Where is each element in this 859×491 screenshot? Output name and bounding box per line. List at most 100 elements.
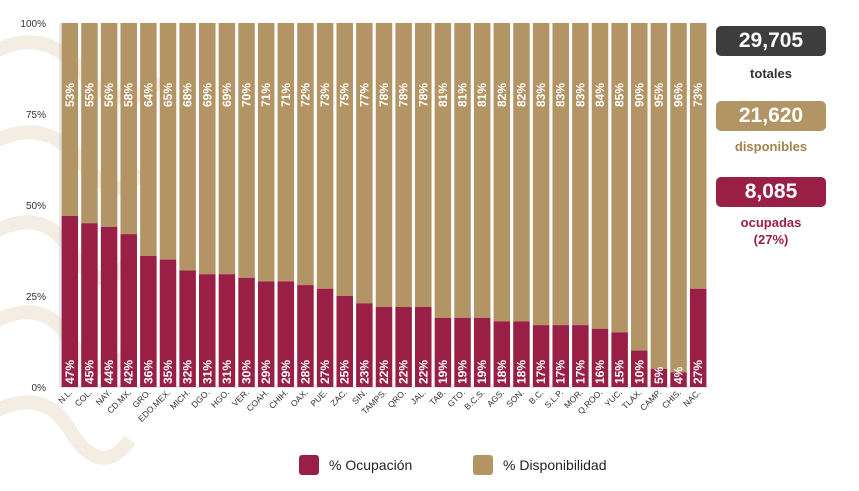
data-label-disponibilidad: 82% bbox=[514, 83, 528, 107]
data-label-ocupacion: 18% bbox=[495, 360, 509, 384]
data-label-ocupacion: 30% bbox=[240, 360, 254, 384]
data-label-ocupacion: 47% bbox=[63, 360, 77, 384]
data-label-disponibilidad: 78% bbox=[397, 83, 411, 107]
x-tick-label: N.L. bbox=[56, 387, 74, 405]
data-label-disponibilidad: 85% bbox=[613, 83, 627, 107]
bar-ocupacion bbox=[316, 288, 334, 387]
totales-value-box: 29,705 bbox=[716, 26, 826, 56]
bar-ocupacion bbox=[159, 259, 177, 387]
x-tick-label: QRO. bbox=[386, 387, 408, 409]
bar-ocupacion bbox=[336, 296, 353, 387]
ocupadas-percent: (27%) bbox=[753, 232, 789, 247]
bar-ocupacion bbox=[179, 270, 196, 387]
bar-disponibilidad bbox=[297, 23, 314, 286]
totales-label: totales bbox=[750, 66, 792, 81]
bar-disponibilidad bbox=[631, 23, 648, 351]
data-label-disponibilidad: 81% bbox=[436, 83, 450, 107]
bar-disponibilidad bbox=[316, 23, 334, 289]
bar-ocupacion bbox=[611, 332, 628, 387]
data-label-ocupacion: 31% bbox=[220, 360, 234, 384]
x-tick-label: JAL. bbox=[409, 387, 428, 406]
data-label-ocupacion: 19% bbox=[456, 360, 470, 384]
disponibles-label: disponibles bbox=[734, 139, 808, 154]
bar-ocupacion bbox=[356, 303, 373, 387]
ocupadas-value-box: 8,085 bbox=[716, 177, 826, 207]
bar-ocupacion bbox=[454, 317, 471, 387]
bar-disponibilidad bbox=[650, 23, 668, 369]
legend-disponibilidad-label: % Disponibilidad bbox=[503, 457, 607, 473]
data-label-ocupacion: 45% bbox=[82, 360, 96, 384]
data-label-ocupacion: 22% bbox=[416, 360, 430, 384]
x-tick-label: PUE. bbox=[308, 387, 329, 408]
bar-ocupacion bbox=[532, 325, 550, 387]
x-tick-label: NAC. bbox=[681, 387, 702, 408]
data-label-disponibilidad: 70% bbox=[240, 83, 254, 107]
data-label-ocupacion: 15% bbox=[613, 360, 627, 384]
data-label-disponibilidad: 73% bbox=[318, 83, 332, 107]
data-label-disponibilidad: 71% bbox=[259, 83, 273, 107]
data-label-disponibilidad: 90% bbox=[632, 83, 646, 107]
bar-disponibilidad bbox=[415, 23, 432, 307]
bar-disponibilidad bbox=[120, 23, 137, 235]
bar-ocupacion bbox=[395, 306, 412, 387]
data-label-disponibilidad: 65% bbox=[161, 83, 175, 107]
data-label-disponibilidad: 81% bbox=[456, 83, 470, 107]
y-tick-label: 100% bbox=[20, 19, 46, 30]
bar-ocupacion bbox=[591, 328, 609, 387]
bar-ocupacion bbox=[415, 306, 432, 387]
data-label-ocupacion: 25% bbox=[338, 360, 352, 384]
data-label-disponibilidad: 95% bbox=[652, 83, 666, 107]
data-label-disponibilidad: 55% bbox=[82, 83, 96, 107]
bar-ocupacion bbox=[140, 255, 157, 387]
data-label-disponibilidad: 64% bbox=[141, 83, 155, 107]
y-tick-label: 50% bbox=[26, 201, 46, 212]
bar-ocupacion bbox=[238, 277, 255, 387]
x-tick-label: CHIH. bbox=[267, 387, 290, 410]
data-label-ocupacion: 22% bbox=[397, 360, 411, 384]
data-label-disponibilidad: 77% bbox=[357, 83, 371, 107]
data-label-disponibilidad: 96% bbox=[672, 83, 686, 107]
x-tick-label: TAB. bbox=[427, 387, 447, 407]
bar-ocupacion bbox=[513, 321, 530, 387]
data-label-disponibilidad: 75% bbox=[338, 83, 352, 107]
data-label-disponibilidad: 58% bbox=[122, 83, 136, 107]
data-label-disponibilidad: 69% bbox=[200, 83, 214, 107]
legend-ocupacion-label: % Ocupación bbox=[329, 457, 413, 473]
legend-ocupacion: % Ocupación bbox=[299, 455, 412, 475]
x-tick-label: CAMP. bbox=[638, 387, 663, 412]
bar-disponibilidad bbox=[257, 23, 275, 282]
data-label-disponibilidad: 53% bbox=[63, 83, 77, 107]
bar-ocupacion bbox=[434, 317, 452, 387]
bar-disponibilidad bbox=[454, 23, 471, 318]
ocupadas-label: ocupadas bbox=[740, 215, 802, 230]
bar-disponibilidad bbox=[395, 23, 412, 307]
x-tick-label: AGS. bbox=[485, 387, 506, 408]
data-label-disponibilidad: 78% bbox=[416, 83, 430, 107]
bar-ocupacion bbox=[473, 317, 491, 387]
data-label-ocupacion: 44% bbox=[102, 360, 116, 384]
y-tick-label: 75% bbox=[26, 110, 46, 121]
data-label-disponibilidad: 83% bbox=[554, 83, 568, 107]
data-label-ocupacion: 29% bbox=[279, 360, 293, 384]
disponibles-value-box: 21,620 bbox=[716, 101, 826, 131]
data-label-ocupacion: 27% bbox=[318, 360, 332, 384]
bar-disponibilidad bbox=[159, 23, 177, 260]
bar-disponibilidad bbox=[375, 23, 393, 307]
data-label-ocupacion: 35% bbox=[161, 360, 175, 384]
data-label-disponibilidad: 69% bbox=[220, 83, 234, 107]
data-label-ocupacion: 5% bbox=[652, 366, 666, 384]
bar-disponibilidad bbox=[179, 23, 196, 271]
bar-disponibilidad bbox=[81, 23, 98, 224]
data-label-ocupacion: 29% bbox=[259, 360, 273, 384]
bar-ocupacion bbox=[81, 223, 98, 387]
bar-disponibilidad bbox=[199, 23, 216, 275]
data-label-ocupacion: 17% bbox=[573, 360, 587, 384]
bar-ocupacion bbox=[257, 281, 275, 387]
data-label-disponibilidad: 73% bbox=[691, 83, 705, 107]
x-tick-label: ZAC. bbox=[328, 387, 349, 408]
bar-disponibilidad bbox=[218, 23, 236, 275]
bar-ocupacion bbox=[650, 368, 668, 387]
legend-disponibilidad-swatch bbox=[473, 455, 493, 475]
x-tick-label: DGO. bbox=[189, 387, 211, 409]
